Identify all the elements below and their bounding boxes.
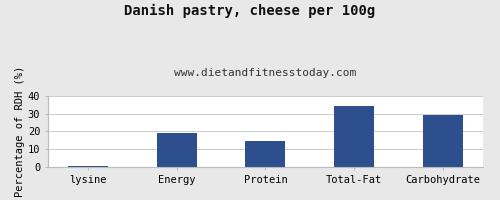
Y-axis label: Percentage of RDH (%): Percentage of RDH (%) [15,66,25,197]
Bar [334,106,374,167]
Bar [156,133,196,167]
Bar [246,141,286,167]
Bar [68,166,108,167]
Title: www.dietandfitnesstoday.com: www.dietandfitnesstoday.com [174,68,356,78]
Text: Danish pastry, cheese per 100g: Danish pastry, cheese per 100g [124,4,376,18]
Bar [423,115,463,167]
